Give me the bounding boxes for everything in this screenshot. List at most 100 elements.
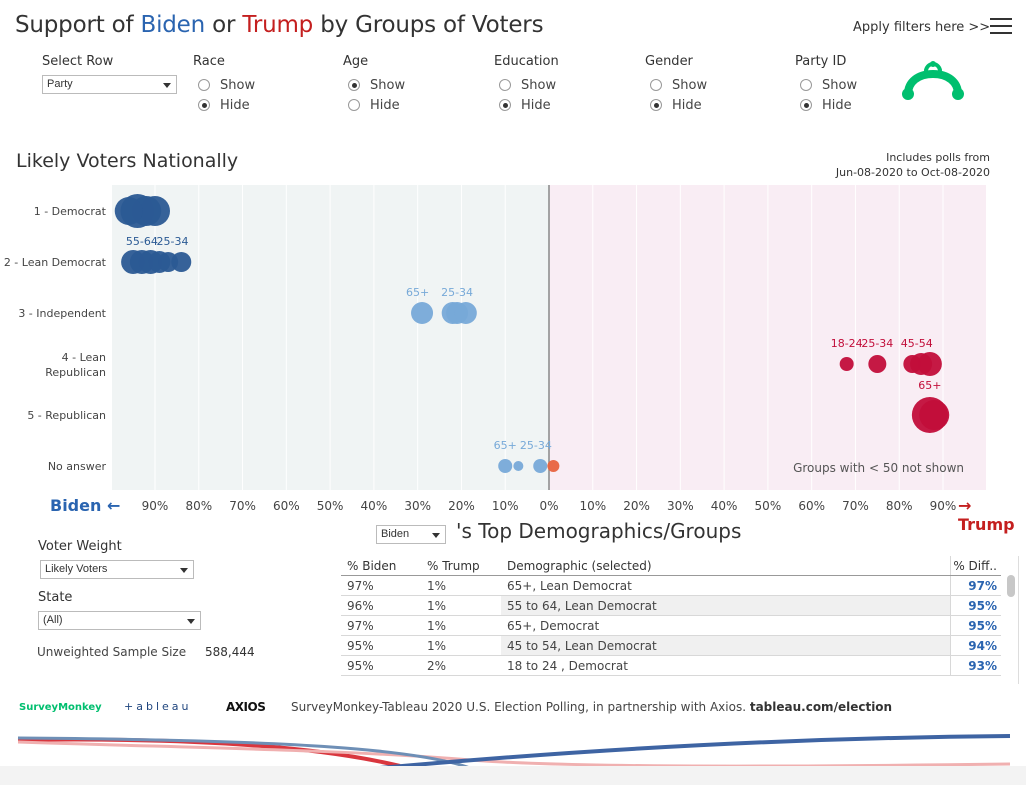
radio-label: Show [220, 77, 256, 93]
point-label: 55-64 [126, 235, 158, 248]
cell-demographic: 65+, Lean Democrat [507, 578, 632, 593]
state-label: State [38, 590, 73, 605]
poll-date-note: Includes polls from Jun-08-2020 to Oct-0… [836, 150, 990, 180]
radio-icon[interactable] [198, 79, 210, 91]
table-header-row: % Biden % Trump Demographic (selected) %… [341, 556, 1001, 576]
column-header[interactable]: Demographic (selected) [507, 558, 652, 573]
column-header[interactable]: % Biden [347, 558, 397, 573]
cell-diff: 94% [950, 636, 1001, 655]
cell-diff: 97% [950, 576, 1001, 595]
column-header[interactable]: % Diff.. [950, 556, 1001, 575]
top-demographics-title: 's Top Demographics/Groups [456, 519, 742, 543]
radio-icon[interactable] [650, 79, 662, 91]
filter-group: Gender Show Hide [645, 54, 707, 115]
table-scrollbar[interactable] [1007, 575, 1015, 597]
data-point [533, 459, 548, 473]
radio-show[interactable]: Show [650, 75, 707, 95]
table-row[interactable]: 95% 1% 45 to 54, Lean Democrat 94% [341, 636, 1001, 656]
row-label: 1 - Democrat [34, 205, 107, 218]
table-row[interactable]: 96% 1% 55 to 64, Lean Democrat 95% [341, 596, 1001, 616]
radio-icon[interactable] [198, 99, 210, 111]
data-point [839, 357, 854, 371]
data-point [919, 400, 950, 430]
radio-show[interactable]: Show [198, 75, 255, 95]
tick-label: 80% [886, 499, 913, 513]
cell-demographic: 65+, Democrat [507, 618, 600, 633]
radio-hide[interactable]: Hide [800, 95, 857, 115]
voter-dot-chart: 1 - Democrat 2 - Lean Democrat 3 - Indepen… [4, 185, 986, 513]
radio-icon[interactable] [348, 99, 360, 111]
radio-icon[interactable] [499, 99, 511, 111]
radio-icon[interactable] [650, 99, 662, 111]
select-row-filter: Select Row Party [42, 54, 177, 94]
candidate-dropdown[interactable]: Biden [376, 525, 446, 544]
filter-group: Race Show Hide [193, 54, 255, 115]
cell-biden: 95% [347, 658, 374, 673]
tick-label: 70% [229, 499, 256, 513]
filter-label: Race [193, 54, 225, 69]
table-row[interactable]: 95% 2% 18 to 24 , Democrat 93% [341, 656, 1001, 676]
tick-label: 90% [142, 499, 169, 513]
radio-show[interactable]: Show [800, 75, 857, 95]
trump-axis-arrow: → Trump [958, 496, 1015, 534]
cell-trump: 1% [427, 578, 447, 593]
data-point [140, 196, 170, 226]
radio-hide[interactable]: Hide [348, 95, 405, 115]
cell-demographic: 45 to 54, Lean Democrat [501, 636, 950, 655]
data-point [411, 302, 434, 324]
radio-hide[interactable]: Hide [499, 95, 559, 115]
radio-label: Hide [822, 97, 852, 113]
data-point [917, 352, 942, 376]
table-scroll-track[interactable] [1018, 556, 1019, 684]
biden-axis-arrow: Biden ← [50, 496, 121, 515]
tick-label: 30% [404, 499, 431, 513]
cell-biden: 96% [347, 598, 374, 613]
data-point [498, 459, 513, 473]
tick-label: 10% [492, 499, 519, 513]
column-header[interactable]: % Trump [427, 558, 480, 573]
radio-icon[interactable] [800, 99, 812, 111]
radio-hide[interactable]: Hide [650, 95, 707, 115]
poll-note-line2: Jun-08-2020 to Oct-08-2020 [835, 166, 990, 179]
data-point [114, 197, 143, 225]
page-title: Support of Biden or Trump by Groups of V… [15, 12, 544, 38]
point-label: 45-54 [901, 337, 933, 350]
radio-icon[interactable] [499, 79, 511, 91]
chart-note: Groups with < 50 not shown [793, 461, 964, 475]
tick-label: 40% [361, 499, 388, 513]
data-point [868, 355, 887, 373]
radio-label: Show [370, 77, 406, 93]
select-row-dropdown[interactable]: Party [42, 75, 177, 94]
row-label: 2 - Lean Democrat [4, 256, 107, 269]
tick-label: 40% [711, 499, 738, 513]
radio-show[interactable]: Show [499, 75, 559, 95]
row-label: 5 - Republican [27, 409, 106, 422]
table-row[interactable]: 97% 1% 65+, Lean Democrat 97% [341, 576, 1001, 596]
tick-label: 20% [623, 499, 650, 513]
filter-group: Party ID Show Hide [795, 54, 857, 115]
filter-label: Party ID [795, 54, 847, 69]
chevron-down-icon [187, 619, 195, 624]
radio-icon[interactable] [348, 79, 360, 91]
footer-link[interactable]: tableau.com/election [749, 700, 893, 714]
table-row[interactable]: 97% 1% 65+, Democrat 95% [341, 616, 1001, 636]
hamburger-menu-icon[interactable] [990, 18, 1012, 36]
tick-label: 0% [539, 499, 558, 513]
cell-biden: 97% [347, 618, 374, 633]
point-label: 25-34 [157, 235, 189, 248]
state-dropdown[interactable]: (All) [38, 611, 201, 630]
surveymonkey-wordmark: SurveyMonkey [19, 702, 102, 713]
radio-hide[interactable]: Hide [198, 95, 255, 115]
footer-credit: SurveyMonkey-Tableau 2020 U.S. Election … [291, 700, 892, 714]
radio-show[interactable]: Show [348, 75, 405, 95]
tableau-wordmark: +ableau [124, 700, 192, 713]
tick-label: 50% [755, 499, 782, 513]
voter-weight-dropdown[interactable]: Likely Voters [40, 560, 194, 579]
filter-group: Age Show Hide [343, 54, 405, 115]
radio-icon[interactable] [800, 79, 812, 91]
apply-filters-link[interactable]: Apply filters here >> [853, 20, 991, 35]
select-row-value: Party [47, 78, 73, 90]
cell-biden: 95% [347, 638, 374, 653]
footer-credit-text: SurveyMonkey-Tableau 2020 U.S. Election … [291, 700, 750, 714]
filter-label: Education [494, 54, 559, 69]
